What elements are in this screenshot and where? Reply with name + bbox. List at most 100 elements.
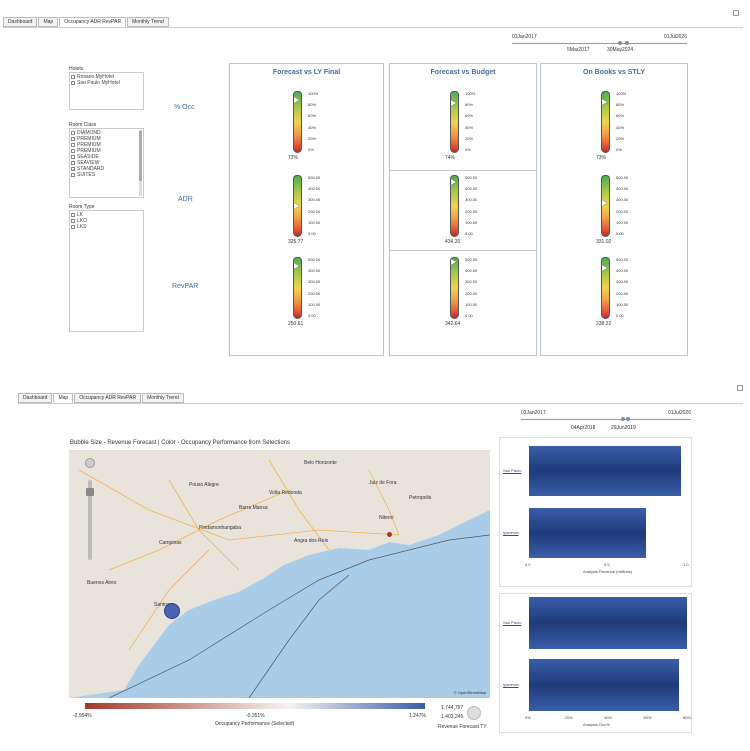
- map-svg: [69, 450, 490, 698]
- checkbox[interactable]: [71, 137, 75, 141]
- color-legend-bar: [85, 703, 425, 709]
- maximize-icon[interactable]: [733, 10, 739, 16]
- gauge-tick-label: 100%: [308, 91, 319, 96]
- gauge-marker: [451, 100, 456, 107]
- checkbox[interactable]: [71, 225, 75, 229]
- checkbox-checked[interactable]: ✓: [71, 167, 76, 172]
- top-tab-divider: [3, 27, 743, 28]
- map-bubble-sao-paulo[interactable]: [164, 603, 180, 619]
- kpi-gauge: [450, 257, 459, 319]
- room-class-scroll-thumb[interactable]: [139, 131, 142, 181]
- room-class-label: SUITES: [77, 172, 96, 178]
- tab-dashboard[interactable]: Dashboard: [18, 393, 53, 403]
- tab-occupancy-adr-revpar[interactable]: Occupancy ADR RevPAR: [59, 17, 127, 27]
- checkbox[interactable]: [71, 173, 75, 177]
- room-class-option[interactable]: PREMIUM: [71, 136, 142, 142]
- category-label[interactable]: Sao Paulo: [503, 468, 522, 473]
- legend-min: -2.954%: [73, 713, 92, 719]
- bar[interactable]: [529, 446, 682, 496]
- gauge-marker: [602, 199, 607, 206]
- checkbox[interactable]: [71, 131, 75, 135]
- gauge-tick-label: 400.00: [616, 186, 629, 192]
- gauge-tick-label: 100.00: [465, 301, 478, 307]
- slider-right-label: 30May2024: [607, 47, 634, 53]
- gauge-tick-label: 500.00: [465, 257, 478, 262]
- map-zoom-control[interactable]: [85, 458, 95, 468]
- bar[interactable]: [529, 659, 680, 711]
- room-type-option[interactable]: LK: [71, 212, 142, 218]
- room-class-option[interactable]: SUITES: [71, 172, 142, 178]
- room-class-option[interactable]: PREMIUM: [71, 148, 142, 154]
- gauge-marker: [294, 97, 299, 104]
- category-label[interactable]: Sao Paulo: [503, 620, 522, 625]
- gauge-tick-label: 200.00: [616, 208, 629, 214]
- range-thumb-right[interactable]: [625, 41, 629, 45]
- category-label[interactable]: Ipanema: [503, 530, 519, 535]
- kpi-gauge: [450, 175, 459, 237]
- checkbox[interactable]: [71, 81, 75, 85]
- tab-occupancy-adr-revpar[interactable]: Occupancy ADR RevPAR: [74, 393, 142, 403]
- gauge-tick-label: 60%: [308, 113, 317, 119]
- axis-title: Analysis Occ%: [583, 722, 610, 727]
- gauge-tick-label: 400.00: [308, 186, 321, 192]
- gauge-tick-label: 300.00: [308, 197, 321, 203]
- room-type-title: Room Type: [69, 204, 95, 210]
- room-class-option[interactable]: ✓ STANDARD: [71, 166, 142, 172]
- category-label[interactable]: Ipanema: [503, 682, 519, 687]
- map-bubble-rio[interactable]: [387, 532, 392, 537]
- map-city-label: Volta Redonda: [269, 490, 302, 496]
- room-class-option[interactable]: SEAVIEW: [71, 160, 142, 166]
- room-class-option[interactable]: SEASIDE: [71, 154, 142, 160]
- checkbox[interactable]: [71, 149, 75, 153]
- tab-dashboard[interactable]: Dashboard: [3, 17, 38, 27]
- kpi-gauge: [601, 91, 610, 153]
- range-thumb-right[interactable]: [626, 417, 630, 421]
- gauge-tick-label: 20%: [616, 135, 625, 141]
- map-view[interactable]: Belo Horizonte Pouso Alegre Campinas Bue…: [69, 450, 490, 698]
- room-type-option[interactable]: LKS: [71, 224, 142, 230]
- room-class-option[interactable]: DIAMOND: [71, 130, 142, 136]
- checkbox[interactable]: [71, 213, 75, 217]
- hotel-option[interactable]: Rosario MyHotel: [71, 74, 142, 80]
- panel-title: On Books vs STLY: [583, 69, 645, 76]
- bar[interactable]: [529, 508, 647, 558]
- room-class-label: STANDARD: [77, 166, 105, 172]
- hotel-option[interactable]: Sao Paulo MyHotel: [71, 80, 142, 86]
- gauge-tick-label: 300.00: [465, 279, 478, 285]
- checkbox[interactable]: [71, 143, 75, 147]
- axis-tick-label: 0.0: [525, 562, 531, 567]
- map-city-label: Buenos Aires: [87, 580, 117, 586]
- map-city-label: Petropolis: [409, 495, 432, 501]
- checkbox[interactable]: [71, 219, 75, 223]
- gauge-tick-label: 0.00: [616, 313, 624, 318]
- gauge-marker: [294, 263, 299, 270]
- gauge-marker: [451, 179, 456, 186]
- room-class-option[interactable]: PREMIUM: [71, 142, 142, 148]
- checkbox[interactable]: [71, 161, 75, 165]
- gauge-tick-label: 100.00: [616, 219, 629, 225]
- slider-right-label: 29Jun2019: [611, 425, 636, 431]
- bar[interactable]: [529, 597, 687, 649]
- map-zoom-handle[interactable]: [86, 488, 94, 496]
- checkbox[interactable]: [71, 75, 75, 79]
- checkbox[interactable]: [71, 155, 75, 159]
- maximize-icon[interactable]: [737, 385, 743, 391]
- panel-title: Forecast vs LY Final: [272, 69, 341, 76]
- tab-map[interactable]: Map: [53, 393, 74, 403]
- map-zoom-slider[interactable]: [88, 480, 92, 560]
- gauge-tick-label: 0.00: [308, 313, 316, 318]
- hotel-label: Rosario MyHotel: [77, 74, 114, 80]
- size-legend-label: Revenue Forecast TY: [438, 724, 487, 730]
- slider-left-label: 04Apr2018: [571, 425, 596, 431]
- kpi-gauge: [450, 91, 459, 153]
- tab-map[interactable]: Map: [38, 17, 59, 27]
- gauge-value: 74%: [445, 155, 456, 161]
- room-type-option[interactable]: LKO: [71, 218, 142, 224]
- tab-monthly-trend[interactable]: Monthly Trend: [127, 17, 169, 27]
- gauge-tick-label: 40%: [616, 124, 625, 130]
- range-thumb-left[interactable]: [618, 41, 622, 45]
- row-label-occ: % Occ: [174, 104, 195, 111]
- map-credit: © OpenStreetMap: [453, 690, 486, 695]
- range-thumb-left[interactable]: [621, 417, 625, 421]
- tab-monthly-trend[interactable]: Monthly Trend: [142, 393, 184, 403]
